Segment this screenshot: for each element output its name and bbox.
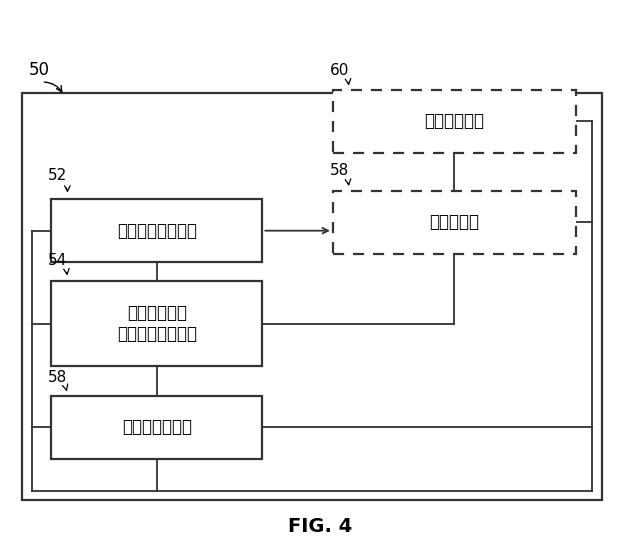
Bar xyxy=(22,93,602,500)
Text: 54: 54 xyxy=(48,253,67,268)
Text: 電子機器カート: 電子機器カート xyxy=(122,418,192,436)
Text: 52: 52 xyxy=(48,168,67,183)
Text: 60: 60 xyxy=(330,63,349,78)
Bar xyxy=(333,191,576,254)
Text: プロセッサ: プロセッサ xyxy=(429,213,479,232)
Text: 58: 58 xyxy=(330,163,349,178)
Text: 50: 50 xyxy=(29,61,50,79)
Bar xyxy=(51,396,262,459)
Text: FIG. 4: FIG. 4 xyxy=(288,518,352,536)
Bar xyxy=(51,281,262,366)
Text: 外科医コンソール: 外科医コンソール xyxy=(117,222,197,240)
Text: ディスプレイ: ディスプレイ xyxy=(424,112,484,130)
Bar xyxy=(333,90,576,153)
Text: 58: 58 xyxy=(48,370,67,385)
Bar xyxy=(51,199,262,262)
Text: 患者側カート
（手術ロボット）: 患者側カート （手術ロボット） xyxy=(117,304,197,343)
